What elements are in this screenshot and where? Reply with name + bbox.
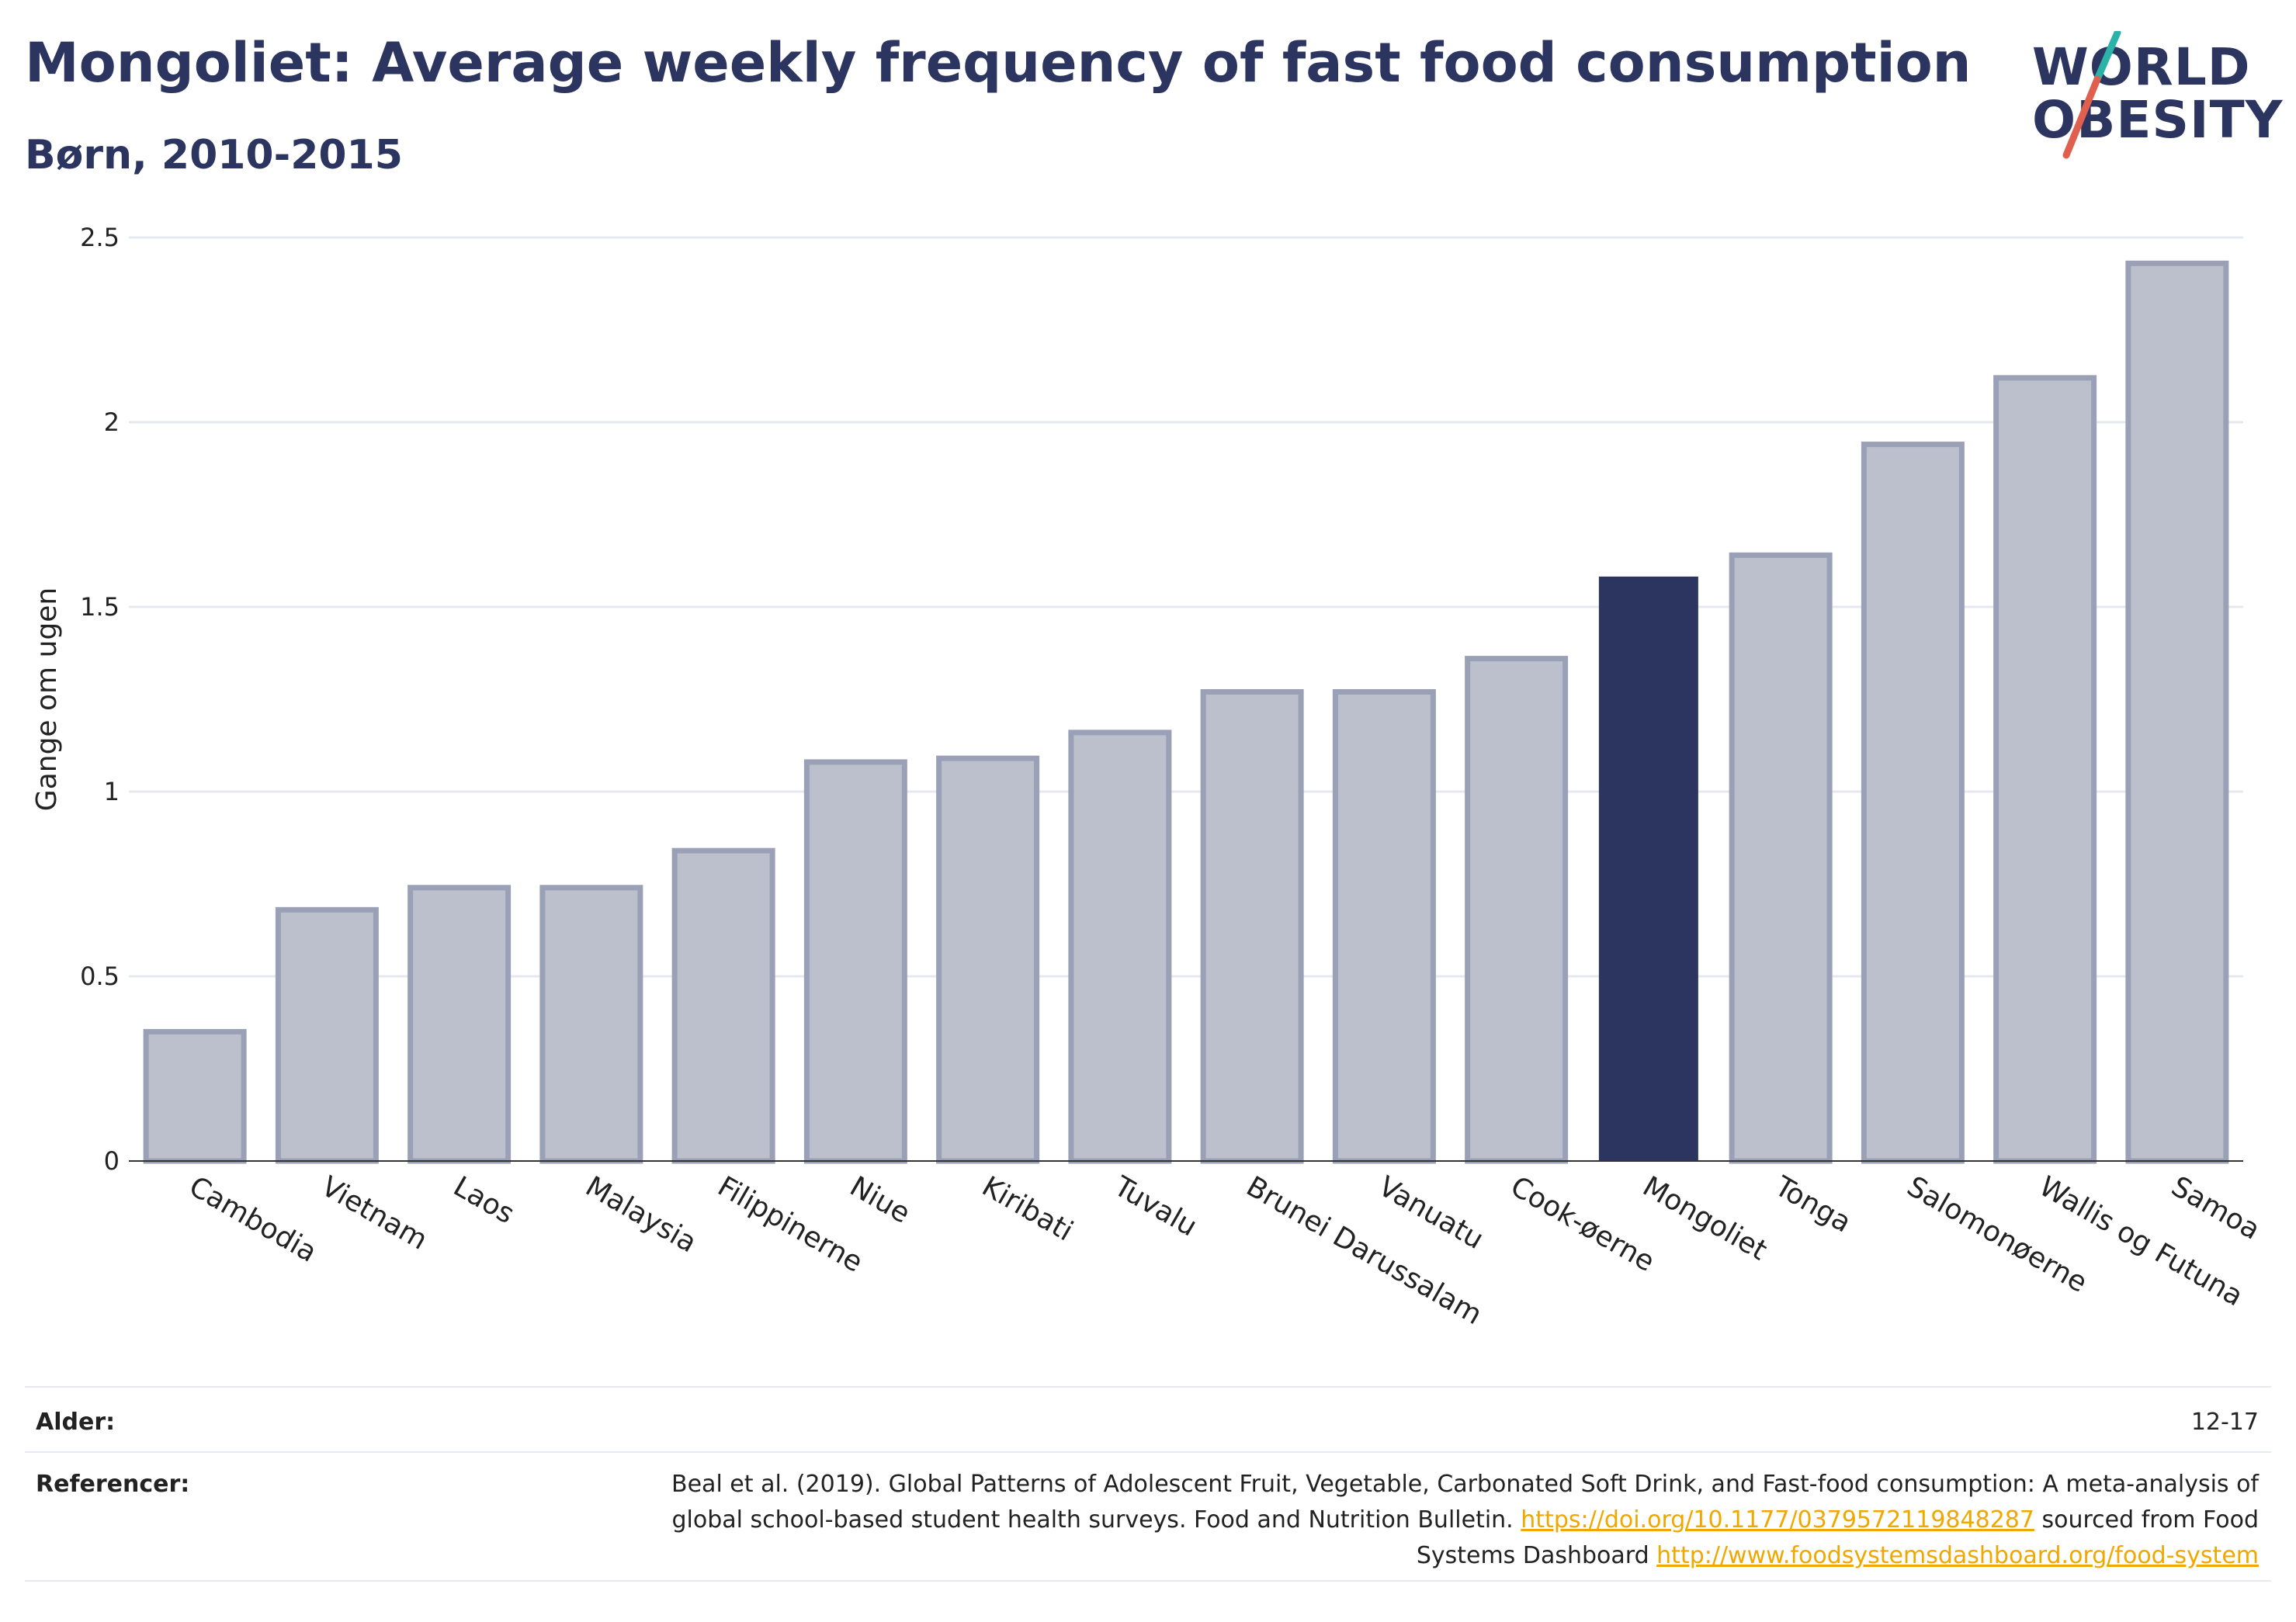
footer-divider — [25, 1580, 2271, 1582]
references-text: Beal et al. (2019). Global Patterns of A… — [598, 1467, 2259, 1574]
y-tick-label: 1 — [104, 777, 120, 806]
bar — [671, 847, 775, 1164]
bar — [2125, 260, 2229, 1164]
reference-citation: Beal et al. (2019). Global Patterns of A… — [671, 1471, 2259, 1534]
x-tick-label: Samoa — [2166, 1170, 2265, 1246]
logo-text-world: WORLD — [2032, 37, 2251, 97]
x-tick-label: Cambodia — [184, 1170, 322, 1269]
x-tick-label: Kiribati — [976, 1170, 1078, 1247]
x-tick-label: Filippinerne — [713, 1170, 869, 1278]
y-tick-label: 0.5 — [80, 962, 120, 991]
bar — [143, 1028, 247, 1164]
dashboard-link[interactable]: http://www.foodsystemsdashboard.org/food… — [1656, 1542, 2259, 1569]
x-tick-label: Laos — [448, 1170, 519, 1230]
bar — [408, 885, 512, 1164]
x-tick-label: Cook-øerne — [1505, 1170, 1660, 1278]
bar-chart: 0 0.5 1 1.5 2 2.5 Gange om ugen CambodiaVietnam… — [31, 223, 2265, 1331]
bar — [1598, 576, 1698, 1163]
logo-slash-icon — [2062, 31, 2121, 159]
x-tick-label: Brunei Darussalam — [1241, 1170, 1487, 1331]
x-tick-label: Vietnam — [316, 1170, 432, 1256]
bar — [936, 755, 1040, 1164]
reference-source: sourced from Food Systems Dashboard — [1416, 1506, 2259, 1569]
bar — [1200, 688, 1304, 1164]
age-value: 12-17 — [2190, 1409, 2259, 1436]
bar — [275, 906, 379, 1164]
bar — [1861, 442, 1965, 1164]
x-tick-label: Vanuatu — [1373, 1170, 1489, 1256]
y-tick-label: 2.5 — [80, 223, 120, 252]
bar — [1332, 688, 1436, 1164]
y-tick-label: 0 — [104, 1146, 120, 1176]
bar — [1729, 552, 1833, 1164]
x-tick-label: Niue — [845, 1170, 915, 1229]
doi-link[interactable]: https://doi.org/10.1177/0379572119848287 — [1521, 1506, 2034, 1534]
x-tick-label: Malaysia — [580, 1170, 702, 1259]
bar — [1993, 375, 2097, 1164]
world-obesity-logo[interactable]: WORLD OBESITY — [2026, 31, 2282, 163]
bar — [539, 885, 643, 1164]
age-label: Alder: — [36, 1409, 116, 1436]
footer-divider — [25, 1451, 2271, 1453]
bar — [803, 759, 907, 1164]
y-axis-title: Gange om ugen — [31, 587, 63, 811]
references-label: Referencer: — [36, 1471, 190, 1498]
bar — [1465, 656, 1569, 1164]
chart-subtitle: Børn, 2010-2015 — [25, 132, 403, 178]
x-tick-label: Tonga — [1769, 1170, 1857, 1239]
footer-divider — [25, 1386, 2271, 1388]
y-tick-label: 1.5 — [80, 592, 120, 622]
y-tick-label: 2 — [104, 407, 120, 437]
x-tick-label: Tuvalu — [1108, 1170, 1202, 1243]
chart-title: Mongoliet: Average weekly frequency of f… — [25, 31, 1972, 95]
bar — [1068, 730, 1172, 1164]
